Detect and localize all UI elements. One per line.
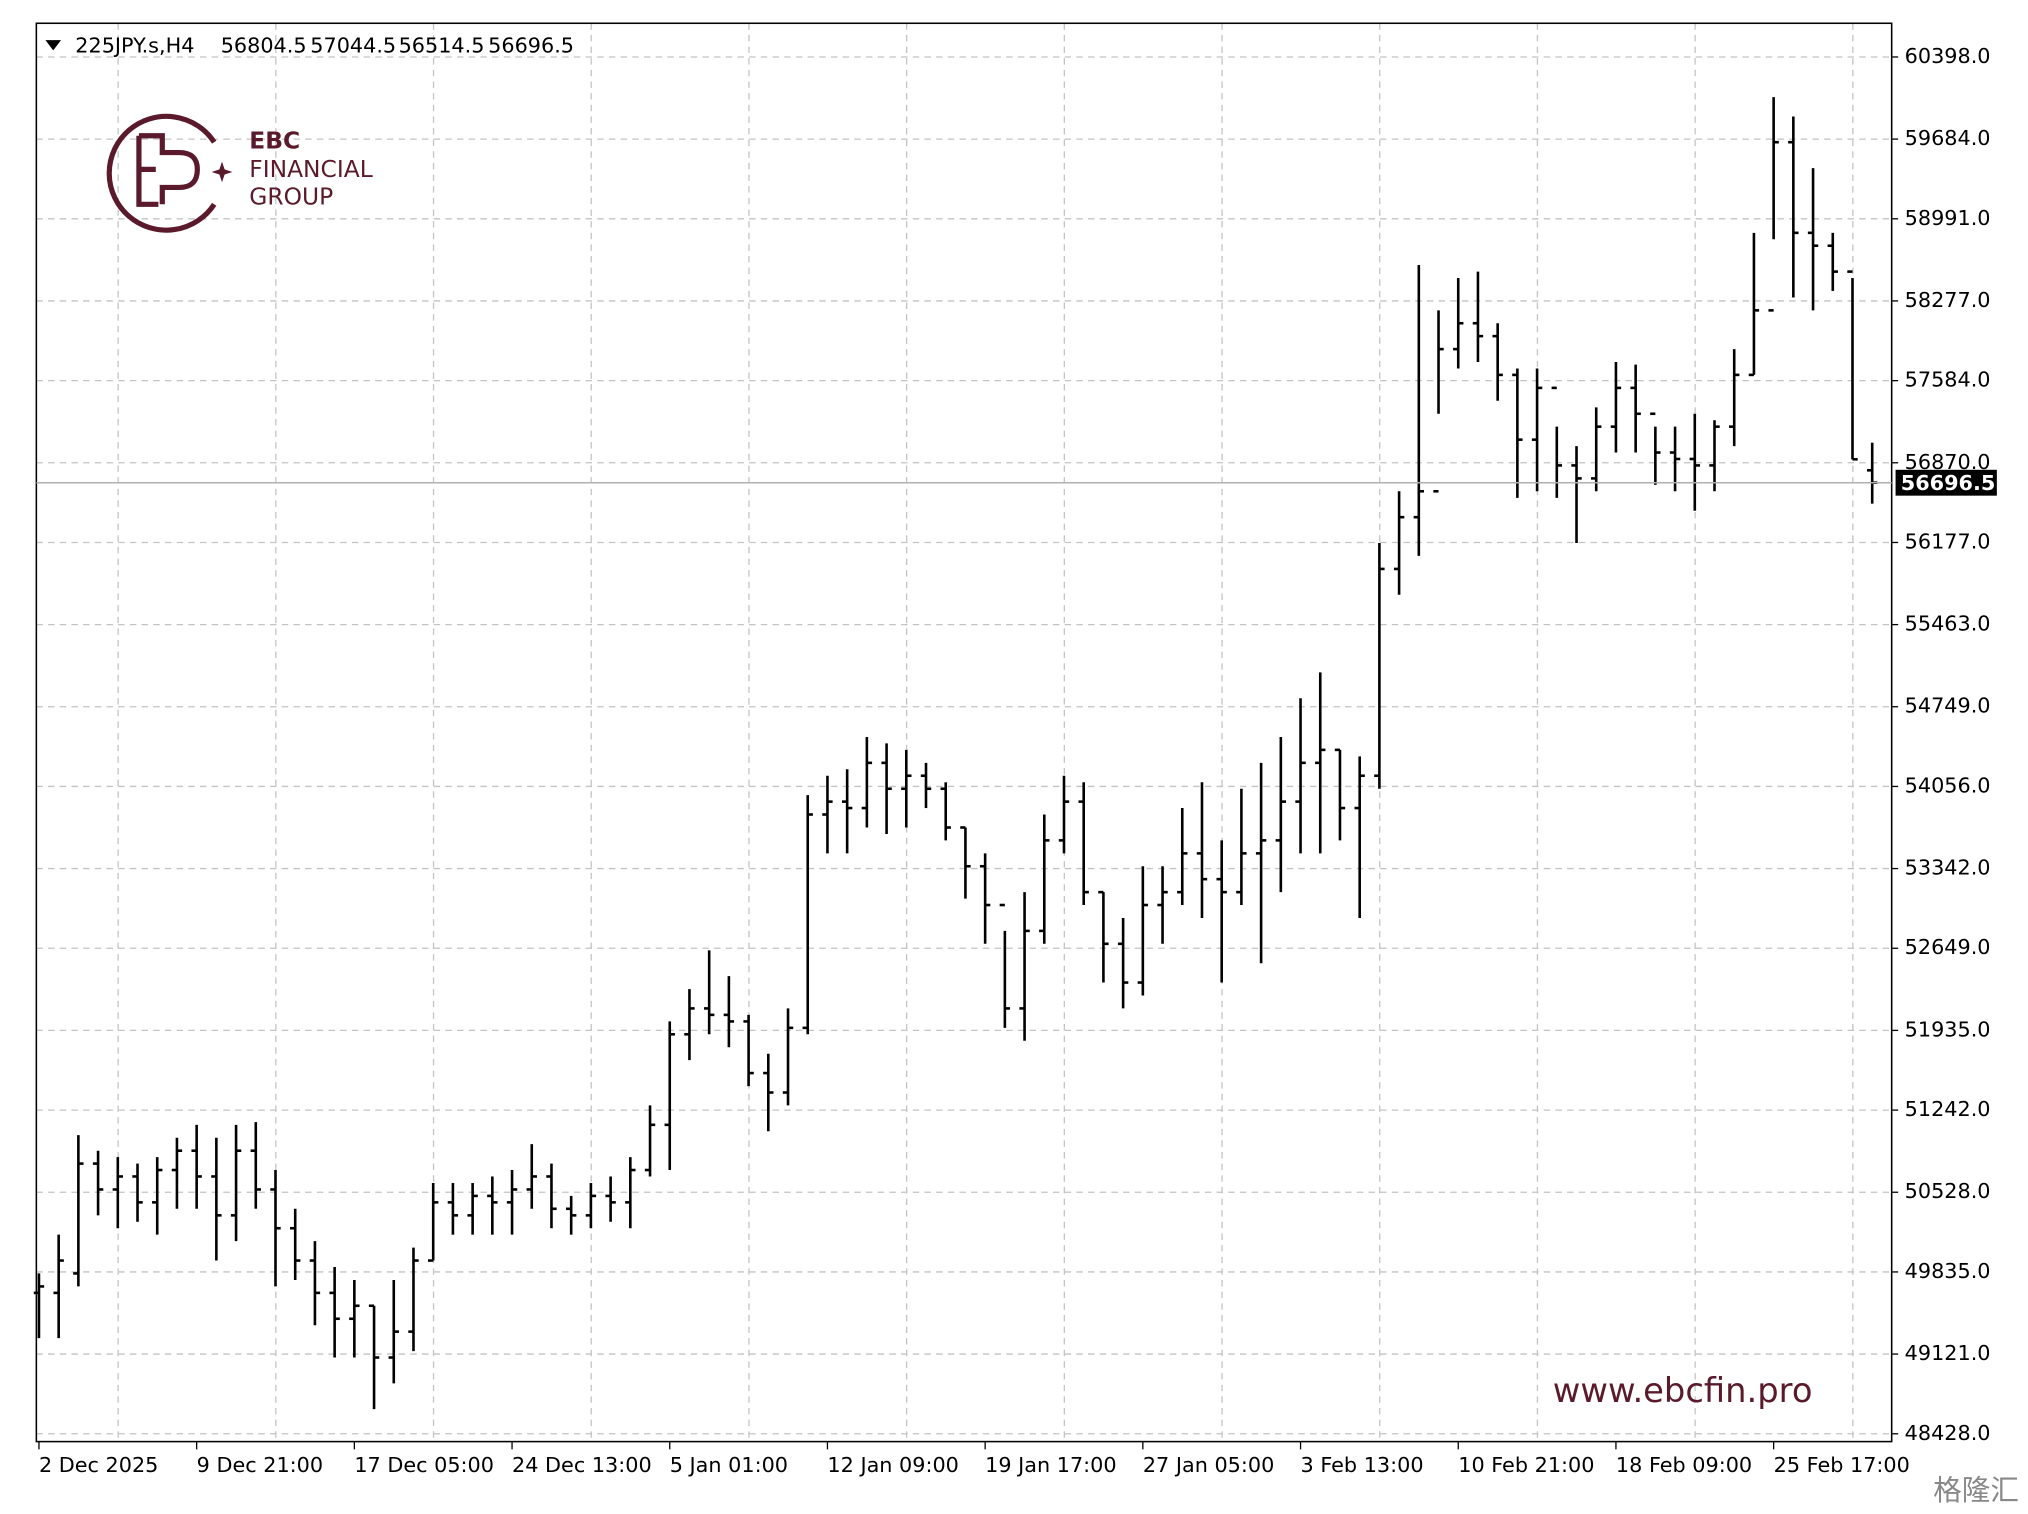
brand-line1: FINANCIAL bbox=[249, 156, 372, 183]
logo-star bbox=[211, 161, 233, 183]
y-tick-label: 49121.0 bbox=[1905, 1341, 1991, 1365]
y-tick-label: 52649.0 bbox=[1905, 935, 1991, 959]
y-tick-label: 50528.0 bbox=[1905, 1179, 1991, 1203]
x-tick-label: 5 Jan 01:00 bbox=[670, 1453, 788, 1477]
x-tick-label: 18 Feb 09:00 bbox=[1616, 1453, 1752, 1477]
y-tick-label: 56177.0 bbox=[1905, 530, 1991, 554]
price-marker bbox=[1895, 469, 1997, 496]
symbol: 225JPY.s,H4 bbox=[75, 34, 194, 58]
logo-ring bbox=[106, 113, 217, 233]
y-tick-label: 54749.0 bbox=[1905, 694, 1991, 718]
header-open: 56804.5 bbox=[221, 34, 307, 58]
price-label: 56696.5 bbox=[1901, 471, 1996, 495]
brand-url[interactable]: www.ebcfin.pro bbox=[1553, 1371, 1813, 1410]
y-tick-label: 58277.0 bbox=[1905, 288, 1991, 312]
header-close: 56696.5 bbox=[488, 34, 574, 58]
logo-mark bbox=[136, 133, 200, 207]
y-tick-label: 58991.0 bbox=[1905, 206, 1991, 230]
x-tick-label: 24 Dec 13:00 bbox=[512, 1453, 652, 1477]
dropdown-arrow[interactable] bbox=[45, 40, 62, 51]
y-tick-label: 55463.0 bbox=[1905, 612, 1991, 636]
y-tick-label: 54056.0 bbox=[1905, 773, 1991, 797]
y-tick-label: 49835.0 bbox=[1905, 1259, 1991, 1283]
y-tick-label: 59684.0 bbox=[1905, 126, 1991, 150]
y-tick-label: 48428.0 bbox=[1905, 1421, 1991, 1445]
watermark: 格隆汇 bbox=[1933, 1474, 2019, 1507]
plot-frame bbox=[35, 22, 1893, 1443]
y-tick-label: 60398.0 bbox=[1905, 44, 1991, 68]
x-tick-label: 9 Dec 21:00 bbox=[197, 1453, 323, 1477]
y-tick-label: 53342.0 bbox=[1905, 856, 1991, 880]
brand-name: EBC bbox=[249, 128, 300, 155]
header-low: 56514.5 bbox=[399, 34, 485, 58]
x-tick-label: 27 Jan 05:00 bbox=[1143, 1453, 1274, 1477]
x-tick-label: 12 Jan 09:00 bbox=[827, 1453, 958, 1477]
brand-line2: GROUP bbox=[249, 183, 333, 210]
x-tick-label: 17 Dec 05:00 bbox=[354, 1453, 494, 1477]
x-tick-label: 25 Feb 17:00 bbox=[1774, 1453, 1910, 1477]
logo: EBC FINANCIAL GROUP bbox=[106, 113, 373, 233]
x-tick-label: 2 Dec 2025 bbox=[39, 1453, 158, 1477]
x-tick-label: 19 Jan 17:00 bbox=[985, 1453, 1116, 1477]
x-tick-label: 3 Feb 13:00 bbox=[1301, 1453, 1424, 1477]
y-tick-label: 57584.0 bbox=[1905, 368, 1991, 392]
bars bbox=[33, 97, 1878, 1410]
grid bbox=[36, 23, 1892, 1442]
x-tick-label: 10 Feb 21:00 bbox=[1458, 1453, 1594, 1477]
y-tick-label: 56870.0 bbox=[1905, 450, 1991, 474]
y-tick-label: 51242.0 bbox=[1905, 1097, 1991, 1121]
header-high: 57044.5 bbox=[310, 34, 396, 58]
y-tick-label: 51935.0 bbox=[1905, 1017, 1991, 1041]
